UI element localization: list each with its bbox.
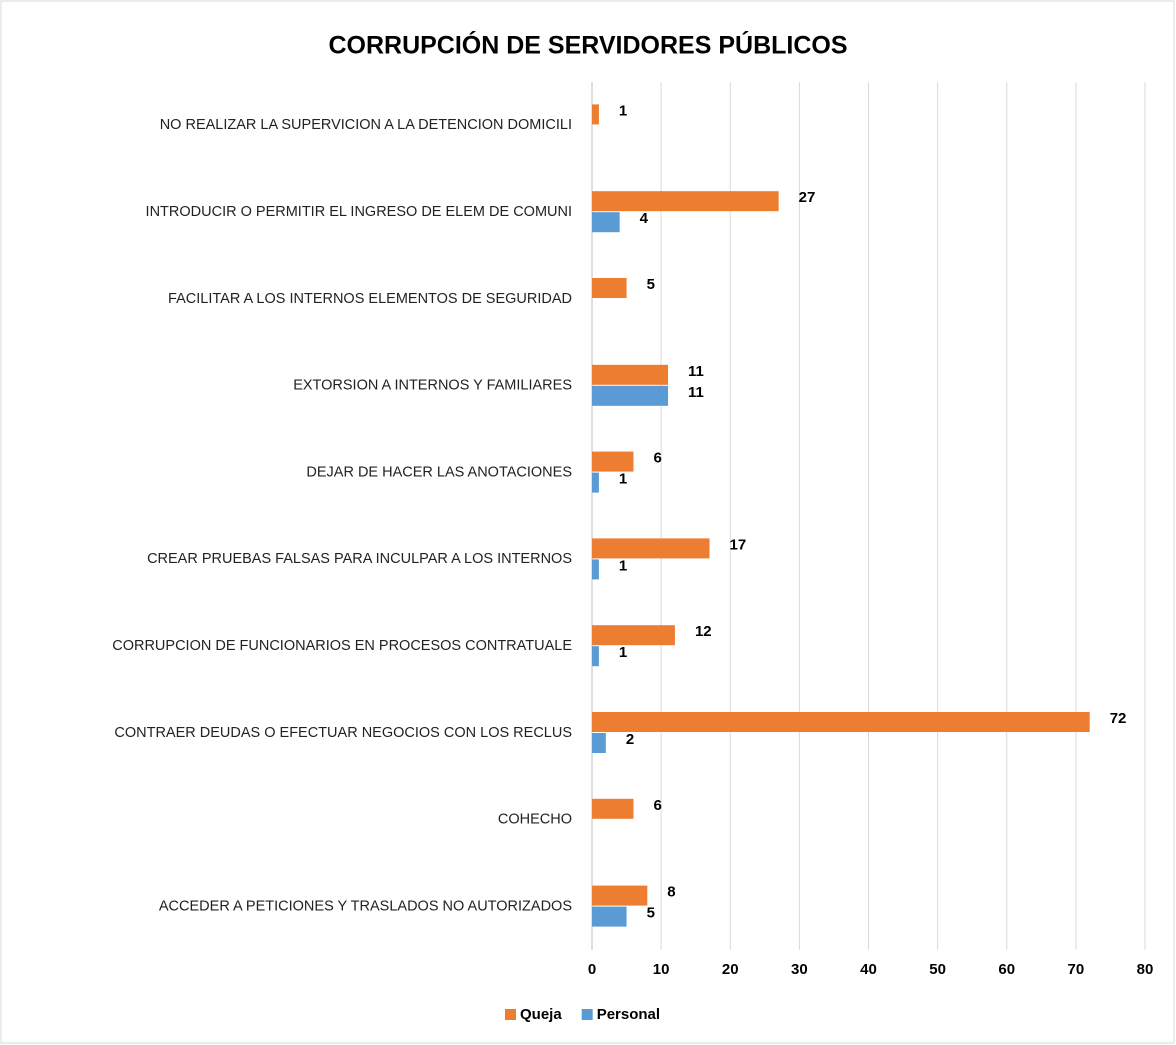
y-tick-label: CREAR PRUEBAS FALSAS PARA INCULPAR A LOS… — [147, 551, 572, 567]
data-label: 27 — [799, 189, 816, 206]
bar — [592, 712, 1090, 732]
y-tick-label: EXTORSION A INTERNOS Y FAMILIARES — [293, 378, 572, 394]
bar — [592, 364, 669, 385]
y-tick-label: ACCEDER A PETICIONES Y TRASLADOS NO AUTO… — [159, 898, 572, 914]
bar — [592, 733, 606, 753]
data-label: 1 — [619, 471, 627, 488]
bar — [592, 885, 648, 906]
data-label: 1 — [619, 557, 627, 574]
legend-label: Personal — [597, 1006, 660, 1023]
y-tick-label: CONTRAER DEUDAS O EFECTUAR NEGOCIOS CON … — [114, 725, 572, 741]
y-tick-label: FACILITAR A LOS INTERNOS ELEMENTOS DE SE… — [168, 291, 572, 307]
bar — [592, 212, 620, 233]
x-tick-label: 10 — [653, 961, 670, 978]
bar — [592, 559, 599, 580]
data-label: 11 — [688, 384, 704, 401]
data-label: 2 — [626, 731, 634, 748]
bar — [592, 646, 599, 667]
data-label: 8 — [667, 884, 675, 901]
y-tick-label: DEJAR DE HACER LAS ANOTACIONES — [306, 464, 572, 480]
x-tick-label: 80 — [1137, 961, 1154, 978]
x-tick-label: 50 — [929, 961, 946, 978]
chart-title: CORRUPCIÓN DE SERVIDORES PÚBLICOS — [328, 30, 847, 60]
bar — [592, 472, 599, 493]
bar — [592, 538, 710, 559]
legend-label: Queja — [520, 1006, 562, 1023]
data-label: 6 — [653, 797, 661, 814]
bar — [592, 451, 634, 472]
data-label: 72 — [1110, 710, 1127, 727]
data-label: 5 — [647, 905, 655, 922]
data-label: 1 — [619, 102, 627, 119]
data-label: 11 — [688, 363, 704, 380]
data-label: 12 — [695, 623, 712, 640]
y-tick-label: INTRODUCIR O PERMITIR EL INGRESO DE ELEM… — [146, 204, 572, 220]
x-tick-label: 0 — [588, 961, 596, 978]
bar — [592, 625, 675, 646]
x-tick-label: 70 — [1068, 961, 1085, 978]
x-tick-label: 40 — [860, 961, 877, 978]
data-label: 17 — [730, 536, 747, 553]
y-tick-label: COHECHO — [498, 812, 572, 828]
legend-swatch — [581, 1009, 593, 1020]
legend-swatch — [505, 1009, 516, 1020]
data-label: 1 — [619, 644, 627, 661]
x-tick-label: 20 — [722, 961, 739, 978]
data-label: 4 — [640, 210, 649, 227]
y-tick-label: NO REALIZAR LA SUPERVICION A LA DETENCIO… — [160, 117, 572, 133]
bar — [592, 385, 669, 406]
bar — [592, 278, 627, 298]
bar — [592, 906, 627, 927]
bar — [592, 798, 634, 819]
y-tick-label: CORRUPCION DE FUNCIONARIOS EN PROCESOS C… — [112, 638, 572, 654]
data-label: 5 — [647, 276, 655, 293]
data-label: 6 — [653, 450, 661, 467]
bar — [592, 104, 599, 125]
x-tick-label: 60 — [998, 961, 1015, 978]
bar — [592, 191, 779, 212]
x-tick-label: 30 — [791, 961, 808, 978]
